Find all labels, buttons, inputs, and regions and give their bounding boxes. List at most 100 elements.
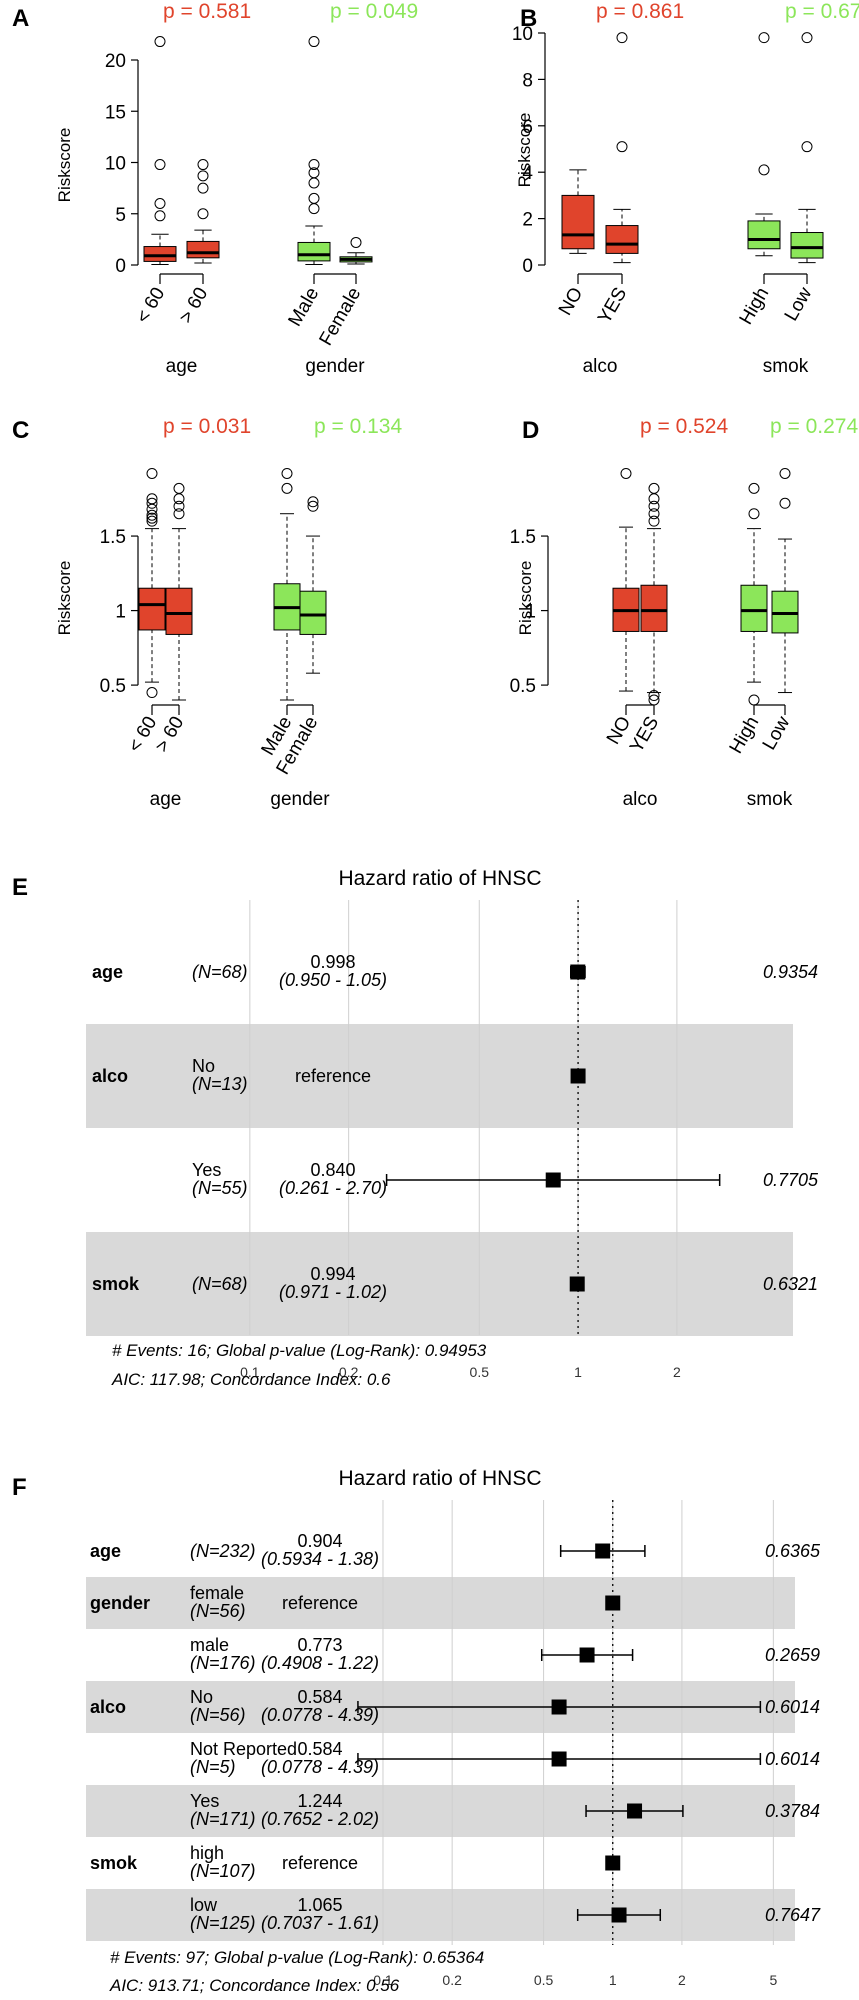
outlier-point <box>308 36 320 48</box>
x-tick-label: < 60 <box>132 284 169 327</box>
x-tick-label: 0.1 <box>373 1972 393 1988</box>
hazard-ratio: reference <box>295 1066 371 1086</box>
hazard-marker <box>551 1751 567 1767</box>
forest-row: alco No(N=56) 0.584(0.0778 - 4.39) 0.6014 <box>90 1687 820 1725</box>
variable-name: age <box>90 1541 121 1561</box>
outlier-point <box>801 141 813 153</box>
confidence-interval: (0.5934 - 1.38) <box>261 1549 379 1569</box>
p-value-label: p = 0.049 <box>330 0 418 23</box>
box-B-1-1: Low <box>781 32 824 325</box>
variable-name: alco <box>90 1697 126 1717</box>
outlier-point <box>648 493 660 505</box>
box-A-0-0: < 60 <box>132 36 177 327</box>
x-tick-label: High <box>726 713 764 757</box>
n-count: (N=13) <box>192 1074 248 1094</box>
p-value-label: p = 0.274 <box>770 415 858 438</box>
level-name: Not Reported <box>190 1739 297 1759</box>
x-tick-label: Low <box>781 284 817 325</box>
x-tick-label: > 60 <box>151 713 188 756</box>
variable-name: smok <box>90 1853 138 1873</box>
group-title: age <box>166 356 198 377</box>
x-tick-label: NO <box>555 284 587 319</box>
y-axis-title: Riskscore <box>516 561 535 636</box>
forest-panel-F: F Hazard ratio of HNSC 0.1 0.2 0.5 1 2 5 age (N=2… <box>12 1467 821 1995</box>
y-axis-title: Riskscore <box>55 128 74 203</box>
y-tick-label: 10 <box>512 24 533 45</box>
box-iqr <box>297 241 331 262</box>
box-D-0-0: NO <box>603 467 640 748</box>
level-name: No <box>192 1056 215 1076</box>
outlier-point <box>173 482 185 494</box>
n-count: (N=55) <box>192 1178 248 1198</box>
outlier-point <box>648 694 660 706</box>
hazard-ratio: 0.904 <box>297 1531 342 1551</box>
variable-name: alco <box>92 1066 128 1086</box>
p-value: 0.6014 <box>765 1749 820 1769</box>
y-tick-label: 20 <box>105 51 126 72</box>
hazard-marker <box>579 1647 595 1663</box>
box-iqr <box>138 587 166 631</box>
outlier-point <box>307 496 319 508</box>
outlier-point <box>154 198 166 209</box>
box-iqr <box>186 240 220 259</box>
x-tick-label: Female <box>315 284 365 349</box>
n-count: (N=125) <box>190 1913 256 1933</box>
outlier-point <box>308 177 320 189</box>
group-title: alco <box>583 356 618 377</box>
outlier-point <box>308 159 320 171</box>
row-band <box>86 1577 795 1629</box>
boxplot-panel-C: C 0.5 1 1.5 Riskscore p = 0.031 < 60> 60 age p =… <box>12 415 402 810</box>
n-count: (N=171) <box>190 1809 256 1829</box>
box-iqr <box>740 584 768 632</box>
y-axis-title: Riskscore <box>55 561 74 636</box>
outlier-point <box>758 164 770 176</box>
outlier-point <box>758 32 770 44</box>
outlier-point <box>308 203 320 215</box>
row-band <box>86 1024 793 1128</box>
y-tick-label: 1 <box>115 602 126 623</box>
y-tick-label: 1.5 <box>510 527 536 548</box>
hazard-ratio: 0.584 <box>297 1739 342 1759</box>
y-tick-label: 0 <box>522 256 533 277</box>
level-name: female <box>190 1583 244 1603</box>
outlier-point <box>146 497 158 509</box>
confidence-interval: (0.261 - 2.70) <box>279 1178 387 1198</box>
outlier-point <box>197 159 209 171</box>
hazard-marker <box>570 964 586 980</box>
box-iqr <box>143 246 177 262</box>
p-value-label: p = 0.031 <box>163 415 251 438</box>
x-tick-label: 1 <box>574 1364 582 1380</box>
outlier-point <box>154 159 166 171</box>
x-tick-label: 0.5 <box>470 1364 490 1380</box>
confidence-interval: (0.950 - 1.05) <box>279 970 387 990</box>
level-name: Yes <box>190 1791 219 1811</box>
n-count: (N=5) <box>190 1757 236 1777</box>
outlier-point <box>308 167 320 179</box>
p-value-label: p = 0.581 <box>163 0 251 23</box>
panel-label-E: E <box>12 874 28 901</box>
outlier-point <box>648 515 660 527</box>
y-tick-label: 1 <box>525 602 536 623</box>
level-name: Yes <box>192 1160 221 1180</box>
group-title: smok <box>747 789 793 810</box>
outlier-point <box>146 493 158 505</box>
outlier-point <box>146 687 158 699</box>
hazard-marker <box>545 1172 561 1188</box>
outlier-point <box>748 508 760 520</box>
y-tick-label: 10 <box>105 154 126 175</box>
group-title: alco <box>623 789 658 810</box>
hazard-ratio: 0.994 <box>310 1264 355 1284</box>
outlier-point <box>616 32 628 44</box>
p-value: 0.6321 <box>763 1274 818 1294</box>
y-tick-label: 2 <box>522 210 533 231</box>
hazard-marker <box>595 1543 611 1559</box>
outlier-point <box>779 497 791 509</box>
outlier-point <box>154 210 166 222</box>
outlier-point <box>308 192 320 204</box>
row-band <box>86 1232 793 1336</box>
box-C-0-0: < 60 <box>124 467 166 756</box>
panel-label-D: D <box>522 417 539 444</box>
outlier-point <box>779 467 791 479</box>
group-title: gender <box>270 789 330 810</box>
variable-name: gender <box>90 1593 150 1613</box>
